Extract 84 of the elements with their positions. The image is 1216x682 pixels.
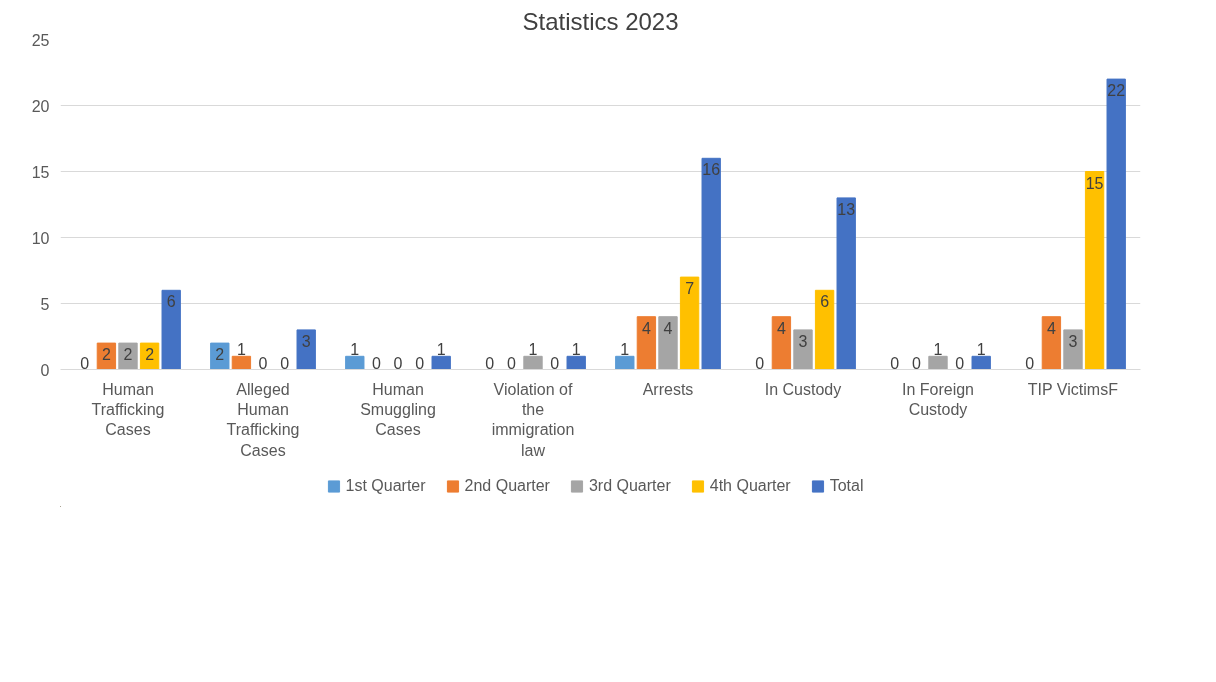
- y-tick-label: 5: [40, 295, 50, 313]
- bar: [118, 342, 138, 370]
- bar: [296, 329, 316, 370]
- data-label: 0: [485, 354, 495, 372]
- data-label: 3: [1068, 332, 1078, 350]
- bar: [345, 355, 365, 370]
- data-label: 2: [123, 346, 133, 364]
- x-tick-label: Arrests: [642, 380, 694, 398]
- data-label: 3: [301, 332, 311, 350]
- data-label: 0: [393, 354, 403, 372]
- data-label: 0: [911, 354, 921, 372]
- data-label: 4: [1046, 319, 1056, 337]
- bar: [431, 355, 451, 370]
- legend-label: 3rd Quarter: [588, 477, 671, 495]
- data-label: 1: [236, 341, 246, 359]
- bar: [679, 276, 700, 370]
- bar: [1084, 171, 1105, 370]
- legend-label: 1st Quarter: [345, 477, 426, 495]
- bar: [971, 355, 991, 370]
- data-label: 1: [436, 341, 446, 359]
- bar: [636, 316, 657, 370]
- bar: [1063, 329, 1083, 370]
- data-label: 16: [702, 161, 721, 179]
- data-label: 2: [145, 346, 155, 364]
- data-label: 22: [1107, 82, 1126, 100]
- bar: [523, 355, 543, 370]
- x-tick-label: Alleged Human Trafficking Cases: [226, 380, 300, 459]
- data-label: 0: [280, 354, 290, 372]
- bar: [231, 355, 252, 370]
- legend-label: Total: [829, 477, 864, 495]
- bar: [793, 329, 813, 370]
- data-label: 0: [80, 354, 90, 372]
- data-label: 0: [550, 354, 560, 372]
- bar: [1041, 316, 1062, 370]
- data-label: 4: [663, 319, 673, 337]
- legend-label: 4th Quarter: [709, 477, 791, 495]
- data-label: 0: [415, 354, 425, 372]
- data-label: 1: [976, 341, 986, 359]
- y-tick-label: 25: [31, 31, 50, 49]
- y-tick-label: 10: [31, 229, 50, 247]
- data-label: 1: [571, 341, 581, 359]
- x-tick-label: TIP VictimsF: [1027, 380, 1119, 398]
- data-label: 2: [101, 346, 111, 364]
- legend-label: 2nd Quarter: [464, 477, 550, 495]
- data-label: 2: [215, 346, 225, 364]
- data-label: 7: [685, 280, 695, 298]
- chart-title: Statistics 2023: [522, 7, 679, 35]
- bar: [566, 355, 586, 370]
- data-label: 1: [933, 341, 943, 359]
- bar: [814, 289, 835, 370]
- data-label: 1: [528, 341, 538, 359]
- bar: [615, 355, 635, 370]
- bar: [701, 157, 721, 370]
- data-label: 6: [820, 293, 830, 311]
- bar: [1106, 78, 1126, 370]
- x-tick-label: Human Smuggling Cases: [360, 380, 436, 439]
- bar: [928, 355, 948, 370]
- bar: [210, 342, 230, 370]
- x-tick-label: In Foreign Custody: [901, 380, 975, 418]
- x-tick-label: Human Trafficking Cases: [91, 380, 165, 439]
- data-label: 0: [890, 354, 900, 372]
- data-label: 1: [620, 341, 630, 359]
- bar: [161, 289, 181, 370]
- y-tick-label: 15: [31, 163, 50, 181]
- data-label: 0: [1025, 354, 1035, 372]
- x-tick-label: Violation of the immigration law: [491, 380, 575, 459]
- data-label: 4: [776, 319, 786, 337]
- data-label: 0: [755, 354, 765, 372]
- data-label: 0: [371, 354, 381, 372]
- x-tick-label: In Custody: [764, 380, 842, 398]
- y-tick-label: 20: [31, 97, 50, 115]
- data-label: 13: [837, 200, 856, 218]
- data-label: 15: [1085, 174, 1104, 192]
- bar: [771, 316, 792, 370]
- data-label: 0: [506, 354, 516, 372]
- bar: [836, 197, 856, 370]
- data-label: 0: [955, 354, 965, 372]
- data-label: 4: [641, 319, 651, 337]
- data-label: 1: [350, 341, 360, 359]
- y-tick-label: 0: [40, 361, 50, 379]
- bar: [658, 316, 678, 370]
- data-label: 0: [258, 354, 268, 372]
- data-label: 3: [798, 332, 808, 350]
- data-label: 6: [166, 293, 176, 311]
